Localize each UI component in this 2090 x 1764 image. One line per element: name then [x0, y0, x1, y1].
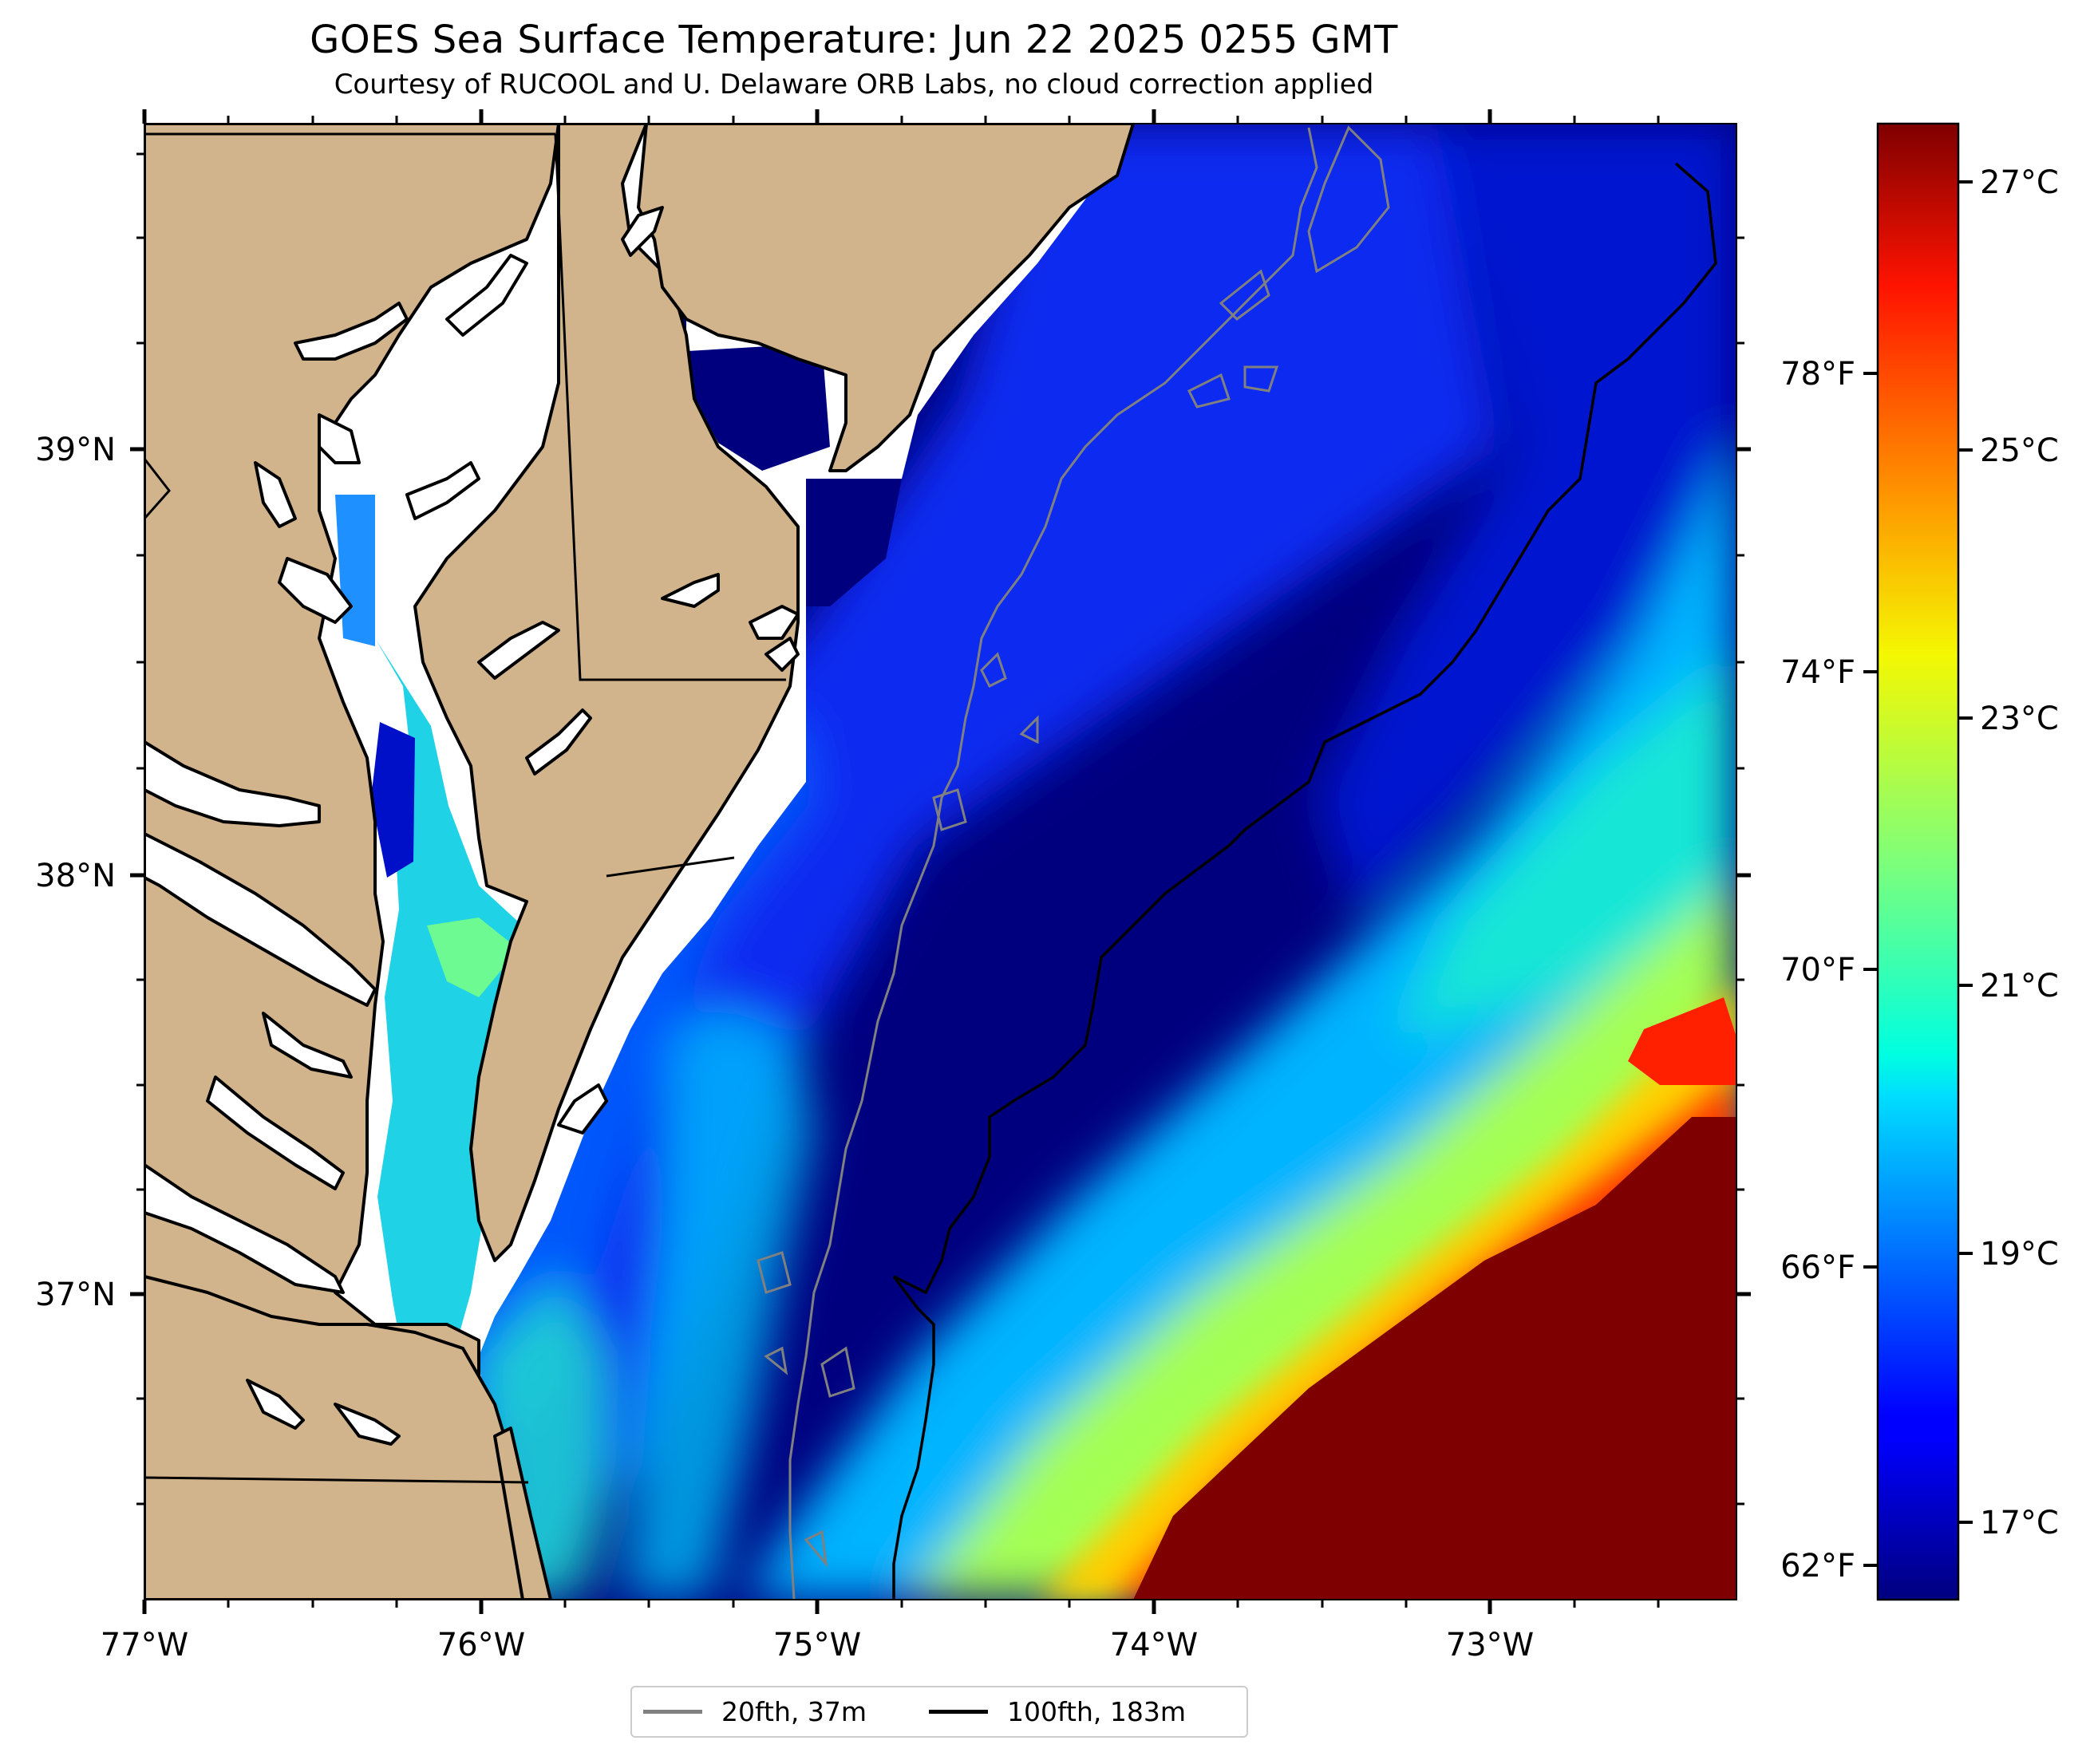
- map-frame: [144, 123, 1737, 1600]
- celsius-tick-label: 19°C: [1980, 1236, 2059, 1273]
- lon-tick-label: 73°W: [1446, 1627, 1534, 1663]
- fahrenheit-tick-label: 70°F: [1780, 952, 1855, 989]
- lat-tick-labels: 39°N 38°N 37°N: [35, 432, 116, 1313]
- lon-ticks: [142, 109, 1660, 1614]
- celsius-tick-label: 17°C: [1980, 1505, 2059, 1541]
- isobath-100fth: [892, 162, 1717, 1600]
- lon-tick-label: 76°W: [437, 1627, 525, 1663]
- lat-ticks: [130, 152, 1751, 1506]
- lon-tick-label: 74°W: [1110, 1627, 1198, 1663]
- fahrenheit-tick-label: 78°F: [1780, 356, 1855, 393]
- map-legend: 20fth, 37m 100fth, 183m: [630, 1686, 1248, 1738]
- fahrenheit-tick-label: 62°F: [1780, 1548, 1855, 1584]
- fahrenheit-tick-label: 66°F: [1780, 1249, 1855, 1286]
- lat-tick-label: 39°N: [35, 432, 116, 468]
- legend-entry-100fth: 100fth, 183m: [929, 1696, 1186, 1727]
- map-title: GOES Sea Surface Temperature: Jun 22 202…: [310, 18, 1398, 62]
- warm-gulf-stream-core: [1133, 1117, 1736, 1600]
- legend-label: 100fth, 183m: [1007, 1696, 1186, 1727]
- lat-tick-label: 37°N: [35, 1277, 116, 1313]
- lat-tick-label: 38°N: [35, 858, 116, 894]
- lon-tick-labels: 77°W 76°W 75°W 74°W 73°W: [101, 1627, 1534, 1663]
- river-inlets: [144, 206, 800, 1446]
- colorbar-gradient: [1876, 122, 1960, 1601]
- map-subtitle: Courtesy of RUCOOL and U. Delaware ORB L…: [334, 69, 1374, 101]
- colorbar: 78°F 74°F 70°F 66°F 62°F 27°C 25°C 23°C …: [1780, 122, 2059, 1601]
- state-boundaries: [144, 132, 786, 1484]
- legend-line-black: [929, 1710, 988, 1714]
- fahrenheit-tick-label: 74°F: [1780, 654, 1855, 691]
- legend-line-gray: [643, 1710, 702, 1714]
- celsius-tick-label: 25°C: [1980, 432, 2059, 469]
- lon-tick-label: 75°W: [773, 1627, 861, 1663]
- celsius-tick-label: 23°C: [1980, 700, 2059, 737]
- celsius-tick-label: 27°C: [1980, 164, 2059, 201]
- lon-tick-label: 77°W: [101, 1627, 188, 1663]
- map-panel: [144, 124, 1736, 1600]
- isobath-20fth: [757, 125, 1390, 1600]
- legend-label: 20fth, 37m: [721, 1696, 867, 1727]
- celsius-tick-label: 21°C: [1980, 968, 2059, 1004]
- legend-entry-20fth: 20fth, 37m: [643, 1696, 867, 1727]
